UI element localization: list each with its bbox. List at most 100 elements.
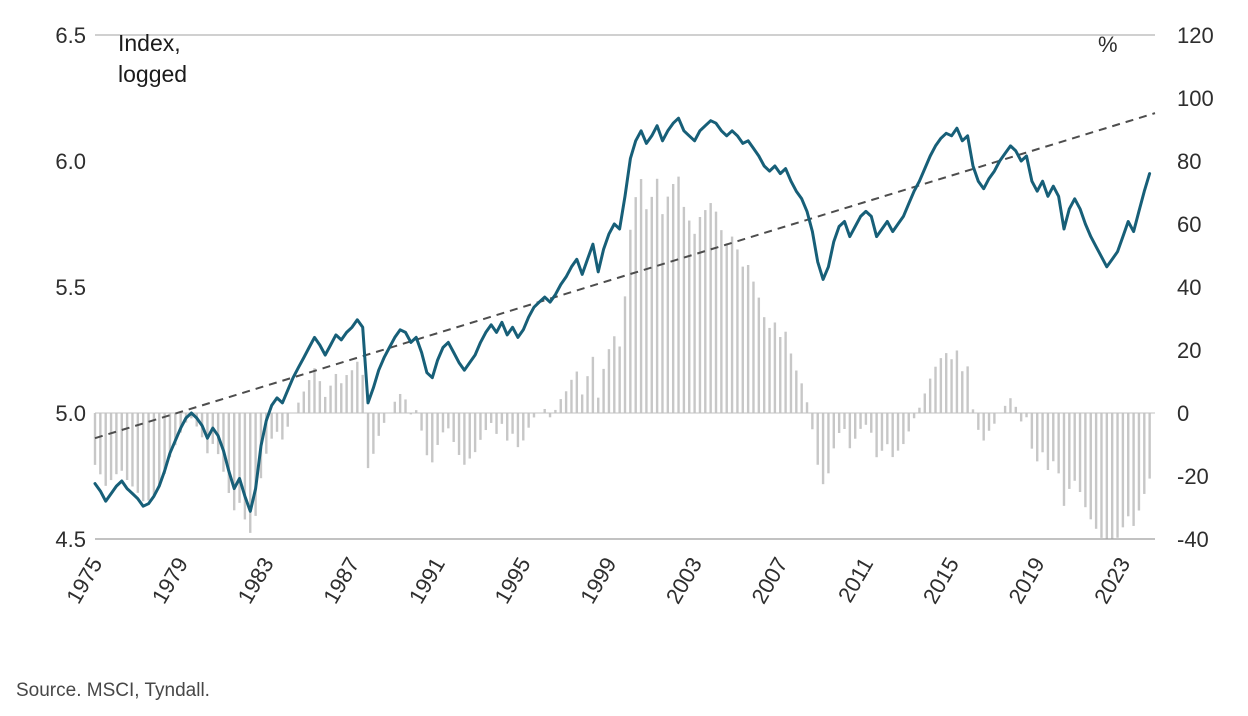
deviation-bar — [468, 413, 471, 459]
deviation-bar — [425, 413, 429, 456]
deviation-bar — [104, 413, 107, 486]
deviation-bar — [864, 413, 868, 425]
deviation-bar — [784, 331, 787, 413]
deviation-bar — [768, 327, 771, 413]
deviation-bar — [821, 413, 825, 485]
right-axis-tick-label: 40 — [1177, 275, 1201, 300]
deviation-bar — [115, 413, 118, 475]
deviation-bar — [232, 413, 236, 511]
deviation-bar — [1143, 413, 1146, 494]
x-axis-tick-label: 2023 — [1089, 553, 1135, 608]
deviation-bar — [987, 413, 991, 431]
deviation-bar — [773, 322, 777, 413]
deviation-bar — [457, 413, 461, 455]
trend-line — [94, 112, 1156, 440]
deviation-bar — [398, 393, 402, 413]
x-axis-tick-label: 2015 — [918, 553, 964, 608]
deviation-bar — [741, 266, 744, 413]
deviation-bar — [993, 413, 996, 424]
deviation-bar — [1019, 413, 1023, 422]
deviation-bar — [1105, 413, 1109, 539]
deviation-bar — [1089, 413, 1092, 520]
deviation-bar — [238, 413, 241, 503]
right-axis-tick-label: 120 — [1177, 23, 1214, 48]
deviation-bar — [1116, 413, 1119, 538]
deviation-bar — [1127, 413, 1130, 517]
deviation-bar — [939, 358, 943, 413]
deviation-bar — [441, 413, 445, 433]
deviation-bars — [93, 176, 1151, 539]
deviation-bar — [366, 413, 370, 469]
deviation-bar — [265, 413, 268, 454]
deviation-bar — [811, 413, 814, 430]
deviation-bar — [661, 214, 664, 413]
deviation-bar — [650, 196, 653, 413]
deviation-bar — [671, 184, 675, 413]
deviation-bar — [1137, 413, 1141, 511]
deviation-bar — [489, 413, 493, 423]
deviation-bar — [93, 413, 97, 465]
deviation-bar — [420, 413, 423, 431]
deviation-bar — [837, 413, 841, 433]
deviation-bar — [682, 206, 686, 413]
deviation-bar — [190, 413, 193, 419]
deviation-bar — [886, 413, 889, 445]
deviation-bar — [982, 413, 985, 441]
deviation-bar — [714, 211, 718, 413]
deviation-bar — [495, 413, 498, 434]
deviation-bar — [795, 370, 798, 413]
deviation-bar — [1046, 413, 1050, 471]
deviation-bar — [152, 413, 156, 496]
deviation-bar — [875, 413, 878, 458]
deviation-bar — [580, 394, 584, 413]
deviation-bar — [1030, 413, 1034, 449]
deviation-bar — [479, 413, 482, 440]
deviation-bar — [602, 368, 605, 413]
deviation-bar — [1110, 413, 1114, 539]
deviation-bar — [1073, 413, 1076, 481]
deviation-bar — [409, 413, 413, 415]
deviation-bar — [340, 383, 343, 413]
deviation-bar — [377, 413, 380, 436]
deviation-bar — [870, 413, 873, 433]
deviation-bar — [452, 413, 455, 442]
left-axis-tick-label: 4.5 — [55, 527, 86, 552]
deviation-bar — [522, 413, 525, 441]
chart-plot: 6.5 6.0 5.5 5.0 4.5 120 100 80 60 40 20 0 -20 -40 1975… — [55, 23, 1214, 608]
deviation-bar — [484, 413, 488, 431]
deviation-bar — [848, 413, 852, 449]
deviation-bar — [762, 317, 766, 413]
deviation-bar — [463, 413, 466, 465]
deviation-bar — [318, 381, 322, 413]
deviation-bar — [832, 413, 835, 449]
deviation-bar — [891, 413, 894, 458]
deviation-bar — [179, 413, 182, 433]
deviation-bar — [281, 413, 284, 440]
deviation-bar — [655, 178, 659, 413]
deviation-bar — [1132, 413, 1135, 526]
left-axis-annotation: Index, logged — [118, 30, 188, 88]
deviation-bar — [1036, 413, 1039, 462]
x-axis-tick-label: 1979 — [147, 553, 193, 608]
deviation-bar — [1041, 413, 1044, 453]
deviation-bar — [163, 413, 166, 474]
deviation-bar — [125, 413, 129, 480]
deviation-bar — [816, 413, 819, 465]
right-axis-tick-label: -40 — [1177, 527, 1209, 552]
deviation-bar — [586, 376, 589, 413]
deviation-bar — [136, 413, 140, 493]
deviation-bar — [141, 413, 145, 502]
deviation-bar — [902, 413, 905, 445]
deviation-bar — [955, 350, 959, 413]
x-axis-tick-label: 2011 — [833, 553, 878, 606]
deviation-bar — [607, 349, 611, 413]
deviation-bar — [880, 413, 884, 451]
deviation-bar — [404, 399, 407, 413]
deviation-bar — [447, 413, 450, 429]
deviation-bar — [896, 413, 900, 451]
deviation-bar — [779, 337, 782, 413]
left-axis-tick-label: 6.0 — [55, 149, 86, 174]
deviation-bar — [623, 296, 627, 413]
index-line — [93, 116, 1152, 513]
deviation-bar — [109, 413, 113, 481]
